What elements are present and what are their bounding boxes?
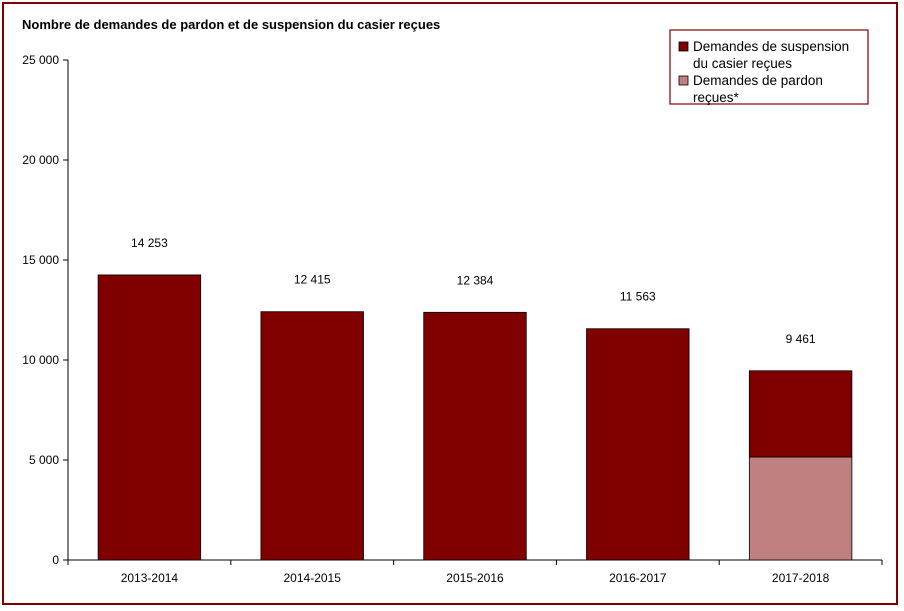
chart-frame: Nombre de demandes de pardon et de suspe… (2, 2, 898, 605)
y-tick-label: 0 (52, 553, 59, 567)
x-tick-label: 2016-2017 (609, 571, 667, 585)
legend-entry-text: reçues* (693, 90, 740, 105)
bar[interactable] (748, 456, 853, 561)
legend-entry-text: Demandes de suspension (693, 39, 849, 54)
y-tick-label: 25 000 (22, 53, 59, 67)
legend: Demandes de suspension du casier reçues De… (669, 29, 869, 105)
bar[interactable] (748, 370, 853, 458)
y-tick-label: 5 000 (29, 453, 59, 467)
chart-title: Nombre de demandes de pardon et de suspe… (22, 17, 440, 32)
bar[interactable] (423, 311, 527, 561)
data-label: 14 253 (131, 236, 168, 250)
x-tick-label: 2017-2018 (772, 571, 830, 585)
bar[interactable] (586, 328, 690, 561)
legend-swatch (678, 41, 689, 52)
data-labels: 14 253 12 415 12 384 11 563 9 461 (131, 236, 816, 346)
bar[interactable] (97, 274, 202, 561)
x-tick-label: 2015-2016 (446, 571, 504, 585)
legend-entry-text: Demandes de pardon (693, 73, 823, 88)
bars (97, 274, 853, 561)
axes: 0 5 000 10 000 15 000 20 000 25 000 2013-2014 2… (22, 53, 883, 585)
x-tick-label: 2014-2015 (284, 571, 342, 585)
bar[interactable] (260, 311, 364, 561)
legend-swatch (678, 75, 689, 86)
legend-entry-text: du casier reçues (693, 56, 792, 71)
data-label: 12 384 (457, 273, 494, 287)
y-tick-label: 20 000 (22, 153, 59, 167)
x-tick-label: 2013-2014 (121, 571, 179, 585)
y-tick-label: 15 000 (22, 253, 59, 267)
data-label: 9 461 (786, 332, 816, 346)
data-label: 11 563 (620, 290, 656, 304)
y-tick-label: 10 000 (22, 353, 59, 367)
data-label: 12 415 (294, 273, 331, 287)
chart-svg: Nombre de demandes de pardon et de suspe… (22, 17, 883, 585)
legend-box (669, 29, 869, 105)
